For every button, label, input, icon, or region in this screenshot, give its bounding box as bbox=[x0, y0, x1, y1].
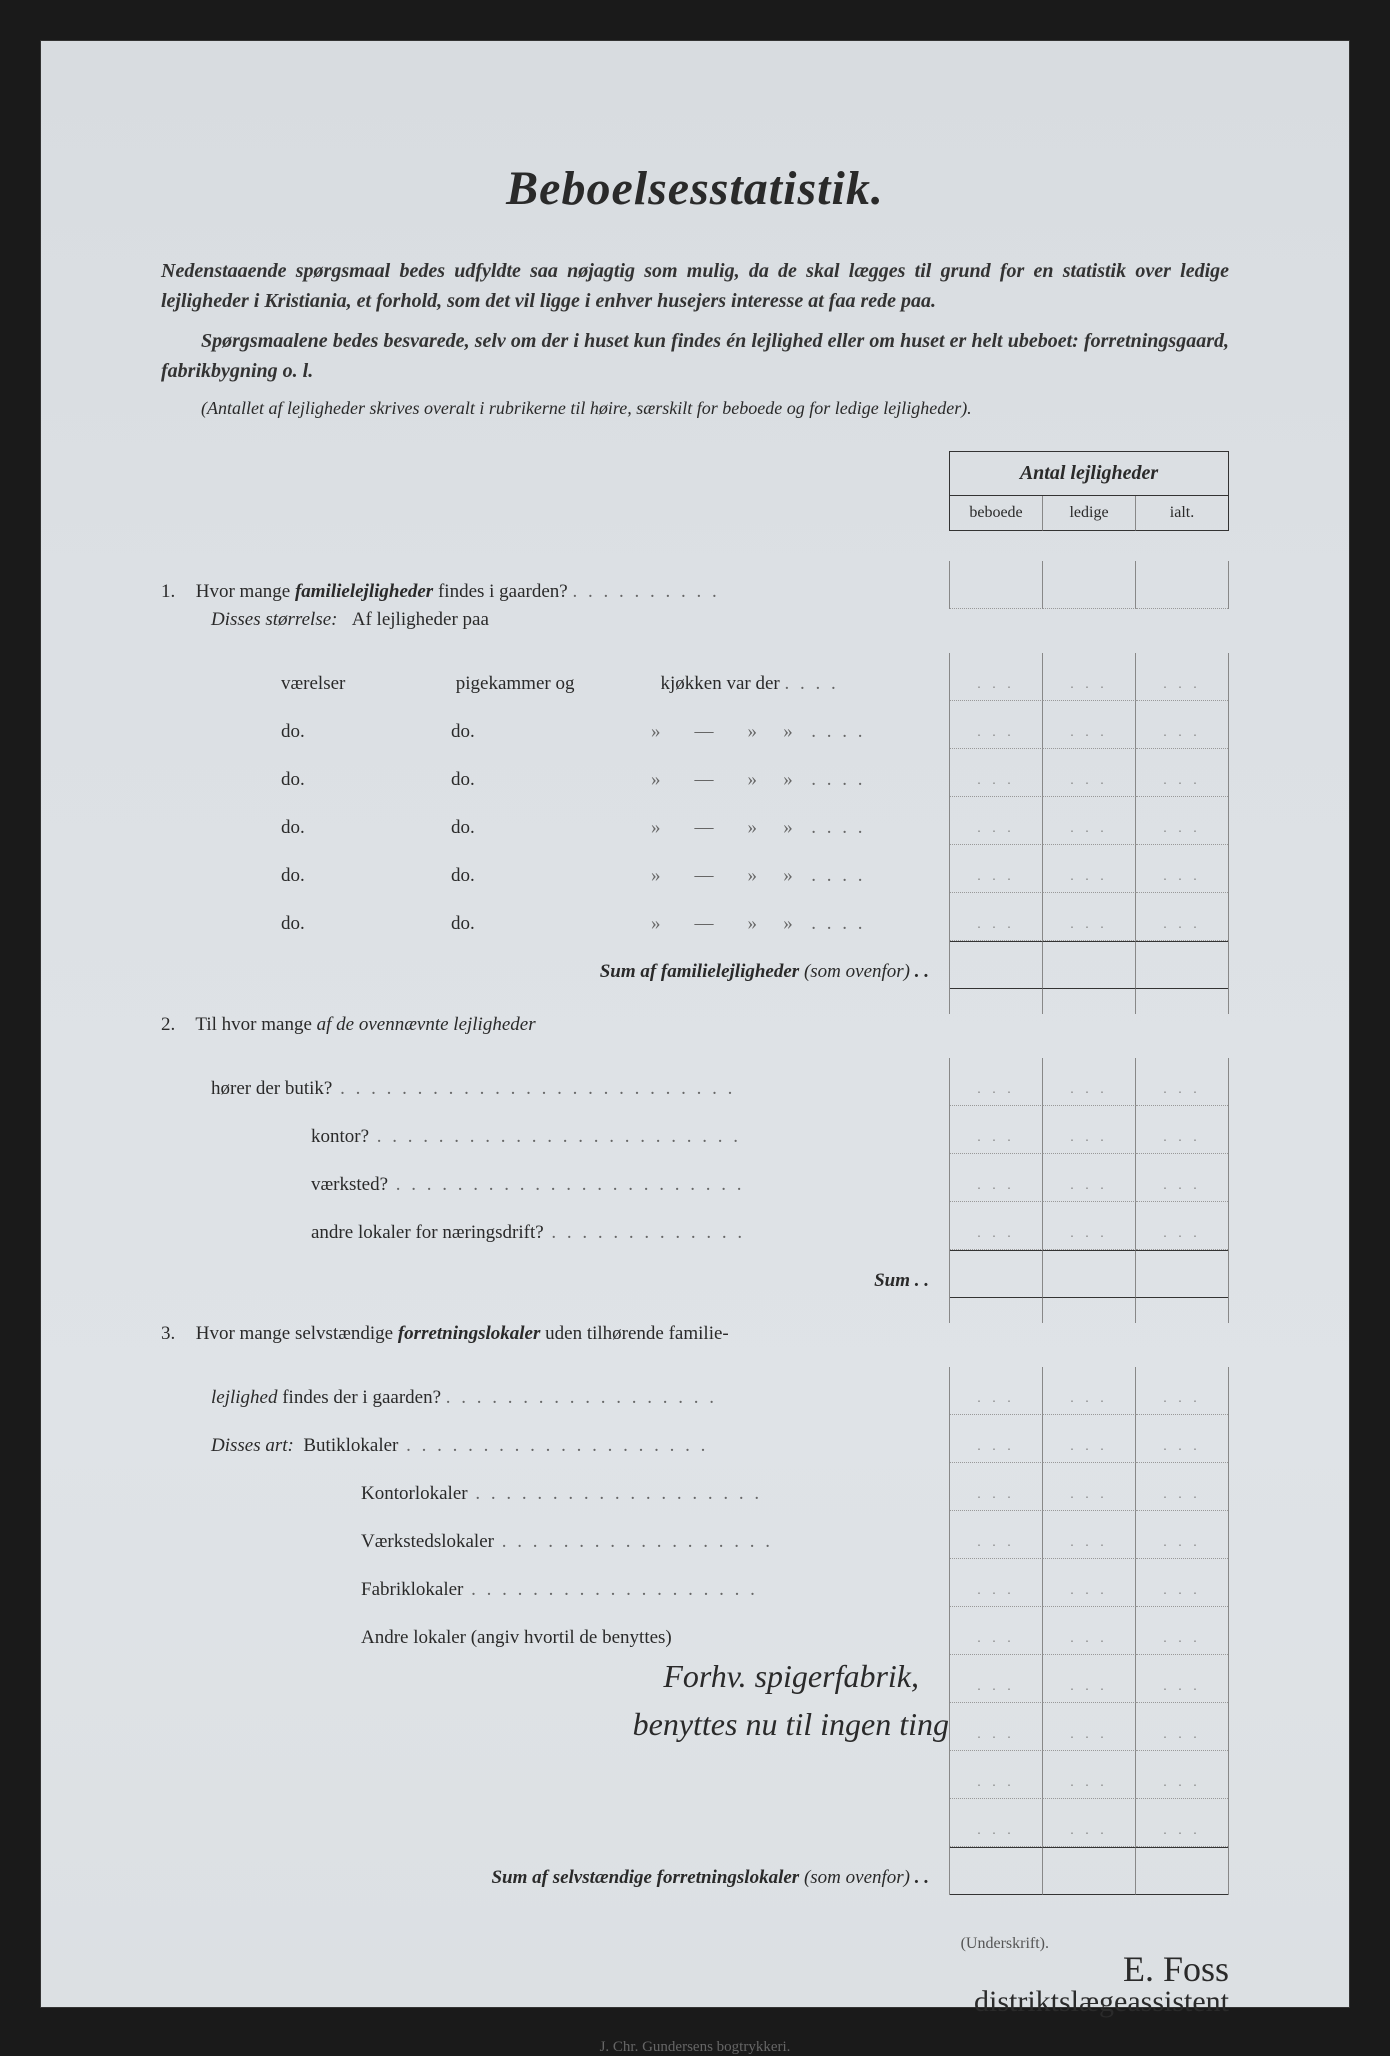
blank-row-2: . . .. . .. . . bbox=[161, 1799, 1229, 1847]
q3-r0: Disses art: Butiklokaler . . . . . . . .… bbox=[161, 1415, 1229, 1463]
q2-r2: værksted? . . . . . . . . . . . . . . . … bbox=[161, 1154, 1229, 1202]
table-header: Antal lejligheder beboede ledige ialt. bbox=[949, 451, 1229, 531]
content-rows: 1. Hvor mange familielejligheder findes … bbox=[161, 451, 1229, 1895]
q3-sum: Sum af selvstændige forretningslokaler (… bbox=[161, 1847, 1229, 1895]
q1-do-5: do.do.» — » » . . . . . . .. . .. . . bbox=[161, 893, 1229, 941]
q2-sum: Sum . . bbox=[161, 1250, 1229, 1298]
document-page: Beboelsesstatistik. Nedenstaaende spørgs… bbox=[40, 40, 1350, 2008]
col-ialt: ialt. bbox=[1136, 496, 1228, 531]
header-columns: beboede ledige ialt. bbox=[950, 496, 1228, 531]
q1-do-4: do.do.» — » » . . . . . . .. . .. . . bbox=[161, 845, 1229, 893]
hw-line1: Forhv. spigerfabrik, . . .. . .. . . bbox=[161, 1655, 1229, 1703]
q2-header: 2. Til hvor mange af de ovennævnte lejli… bbox=[161, 1014, 1229, 1058]
intro-paragraph-1: Nedenstaaende spørgsmaal bedes udfyldte … bbox=[161, 256, 1229, 316]
q1-do-1: do.do.» — » » . . . . . . .. . .. . . bbox=[161, 701, 1229, 749]
q3-r4: Andre lokaler (angiv hvortil de benyttes… bbox=[161, 1607, 1229, 1655]
intro-paragraph-2: Spørgsmaalene bedes besvarede, selv om d… bbox=[161, 326, 1229, 386]
signature-handwriting-1: E. Foss bbox=[161, 1948, 1229, 1990]
q1-cols-row: værelser pigekammer og kjøkken var der .… bbox=[161, 653, 1229, 701]
q1-sub: Disses størrelse: Af lejligheder paa bbox=[161, 609, 1229, 653]
q2-r1: kontor? . . . . . . . . . . . . . . . . … bbox=[161, 1106, 1229, 1154]
q1-row: 1. Hvor mange familielejligheder findes … bbox=[161, 561, 1229, 609]
header-title: Antal lejligheder bbox=[950, 452, 1228, 496]
spacer bbox=[161, 989, 1229, 1014]
hw-line2: benyttes nu til ingen ting . . .. . .. .… bbox=[161, 1703, 1229, 1751]
form-table: Antal lejligheder beboede ledige ialt. 1… bbox=[161, 451, 1229, 1895]
q1-sum: Sum af familielejligheder (som ovenfor) … bbox=[161, 941, 1229, 989]
q3-r1: Kontorlokaler . . . . . . . . . . . . . … bbox=[161, 1463, 1229, 1511]
intro-note: (Antallet af lejligheder skrives overalt… bbox=[161, 396, 1229, 421]
q3-line1: 3. Hvor mange selvstændige forretningslo… bbox=[161, 1323, 1229, 1367]
q3-r2: Værkstedslokaler . . . . . . . . . . . .… bbox=[161, 1511, 1229, 1559]
blank-row: . . .. . .. . . bbox=[161, 1751, 1229, 1799]
footer: (Underskrift). E. Foss distriktslægeassi… bbox=[161, 1935, 1229, 2056]
col-ledige: ledige bbox=[1043, 496, 1136, 531]
page-title: Beboelsesstatistik. bbox=[161, 161, 1229, 216]
q2-r0: hører der butik? . . . . . . . . . . . .… bbox=[161, 1058, 1229, 1106]
signature-handwriting-2: distriktslægeassistent bbox=[161, 1985, 1229, 2019]
q3-r3: Fabriklokaler . . . . . . . . . . . . . … bbox=[161, 1559, 1229, 1607]
col-beboede: beboede bbox=[950, 496, 1043, 531]
q1-do-2: do.do.» — » » . . . . . . .. . .. . . bbox=[161, 749, 1229, 797]
q1-do-3: do.do.» — » » . . . . . . .. . .. . . bbox=[161, 797, 1229, 845]
q3-line2: lejlighed findes der i gaarden? . . . . … bbox=[161, 1367, 1229, 1415]
q2-r3: andre lokaler for næringsdrift? . . . . … bbox=[161, 1202, 1229, 1250]
spacer2 bbox=[161, 1298, 1229, 1323]
